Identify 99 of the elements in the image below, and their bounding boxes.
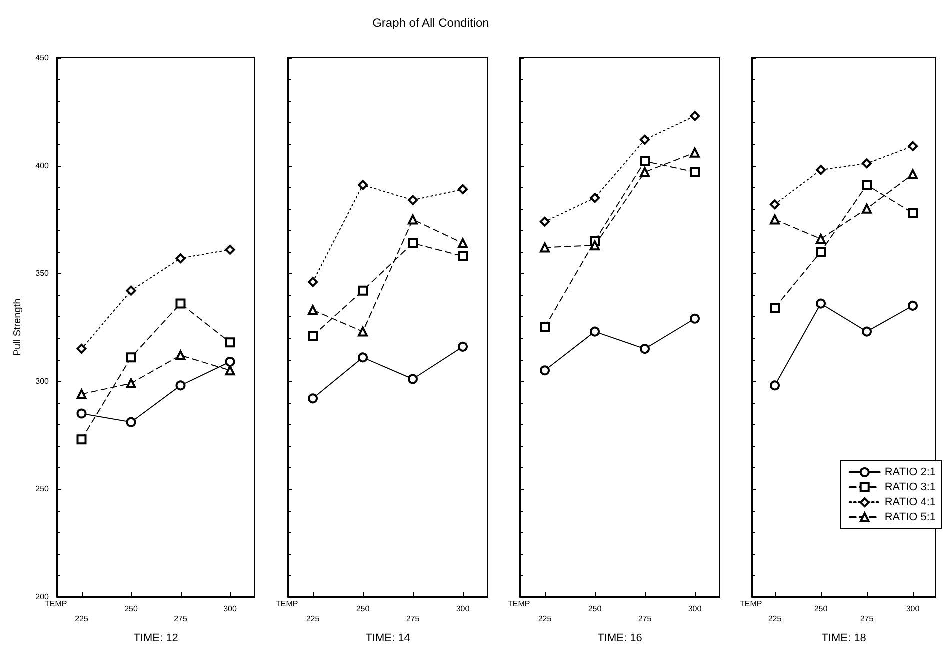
x-tick-label: 300 xyxy=(456,604,470,614)
point xyxy=(770,200,780,210)
point xyxy=(76,408,87,419)
point xyxy=(176,380,186,391)
point xyxy=(225,366,236,376)
point xyxy=(76,344,87,354)
point xyxy=(590,326,600,337)
point xyxy=(358,352,368,363)
x-tick-label: 300 xyxy=(688,604,702,614)
point xyxy=(76,389,87,400)
x-tick-label: 225 xyxy=(768,614,782,624)
point xyxy=(862,180,872,190)
x-tick-label: 275 xyxy=(406,614,420,624)
point xyxy=(126,417,136,428)
point xyxy=(126,286,136,296)
point xyxy=(690,167,700,178)
point xyxy=(458,238,468,248)
point xyxy=(540,366,550,376)
point xyxy=(358,326,368,337)
point xyxy=(770,214,780,225)
point xyxy=(540,216,550,227)
point xyxy=(308,394,318,404)
point xyxy=(408,238,418,248)
point xyxy=(408,195,418,206)
y-tick-label: 250 xyxy=(36,484,50,494)
point xyxy=(770,380,780,391)
point xyxy=(908,300,918,311)
point xyxy=(908,169,918,180)
point xyxy=(176,254,186,264)
point xyxy=(308,277,318,288)
point xyxy=(862,158,872,169)
point xyxy=(408,374,418,384)
point xyxy=(908,208,918,218)
point xyxy=(590,193,600,204)
point xyxy=(640,344,650,354)
point xyxy=(590,240,600,251)
point xyxy=(126,352,136,363)
x-tick-label: 275 xyxy=(174,614,188,624)
legend-label: RATIO 5:1 xyxy=(884,512,936,524)
x-tick-label: 225 xyxy=(75,614,89,624)
x-tick-label: 250 xyxy=(588,604,602,614)
text: TEMP xyxy=(508,600,530,608)
point xyxy=(408,214,418,225)
x-axis-title: TIME: 18 xyxy=(822,632,866,644)
point xyxy=(640,134,650,145)
point xyxy=(458,342,468,352)
point xyxy=(540,242,550,253)
x-tick-label: 225 xyxy=(538,614,552,624)
point xyxy=(690,314,700,324)
point xyxy=(358,180,368,190)
point xyxy=(816,165,826,176)
point xyxy=(308,331,318,342)
point xyxy=(358,286,368,296)
point xyxy=(640,156,650,166)
point xyxy=(690,148,700,158)
x-tick-label: 275 xyxy=(860,614,874,624)
x-axis-title: TIME: 14 xyxy=(366,632,410,644)
y-tick-label: 400 xyxy=(36,161,50,170)
point xyxy=(225,338,236,348)
point xyxy=(458,251,468,262)
point xyxy=(176,298,186,309)
point xyxy=(176,350,186,361)
x-tick-label: 250 xyxy=(124,604,138,614)
x-tick-label: 300 xyxy=(224,604,238,614)
point xyxy=(540,322,550,332)
x-axis-title: TIME: 12 xyxy=(134,632,178,644)
x-axis-title: TIME: 16 xyxy=(598,632,642,644)
y-axis-title: Pull Strength xyxy=(12,298,24,356)
point xyxy=(690,111,700,122)
text: TEMP xyxy=(45,600,68,608)
x-tick-label: 275 xyxy=(638,614,652,624)
y-tick-label: 300 xyxy=(36,376,50,386)
point xyxy=(862,326,872,337)
x-tick-label: 250 xyxy=(356,604,370,614)
point xyxy=(816,234,826,244)
point xyxy=(770,303,780,314)
point xyxy=(308,305,318,316)
legend-label: RATIO 2:1 xyxy=(884,466,936,478)
point xyxy=(225,244,236,255)
text: TEMP xyxy=(740,600,762,608)
point xyxy=(76,434,87,445)
chart-title: Graph of All Condition xyxy=(372,16,490,30)
point xyxy=(908,141,918,152)
x-tick-label: 225 xyxy=(306,614,320,624)
point xyxy=(816,298,826,309)
y-tick-label: 200 xyxy=(36,592,50,602)
y-tick-label: 350 xyxy=(36,269,50,278)
x-tick-label: 300 xyxy=(906,604,920,614)
legend-label: RATIO 3:1 xyxy=(884,482,936,494)
point xyxy=(225,357,236,367)
y-tick-label: 450 xyxy=(36,54,50,62)
x-tick-label: 250 xyxy=(814,604,828,614)
text: TEMP xyxy=(276,600,298,608)
point xyxy=(126,378,136,389)
point xyxy=(816,247,826,258)
legend-label: RATIO 4:1 xyxy=(884,496,936,508)
point xyxy=(458,184,468,195)
point xyxy=(862,204,872,214)
point xyxy=(640,167,650,178)
